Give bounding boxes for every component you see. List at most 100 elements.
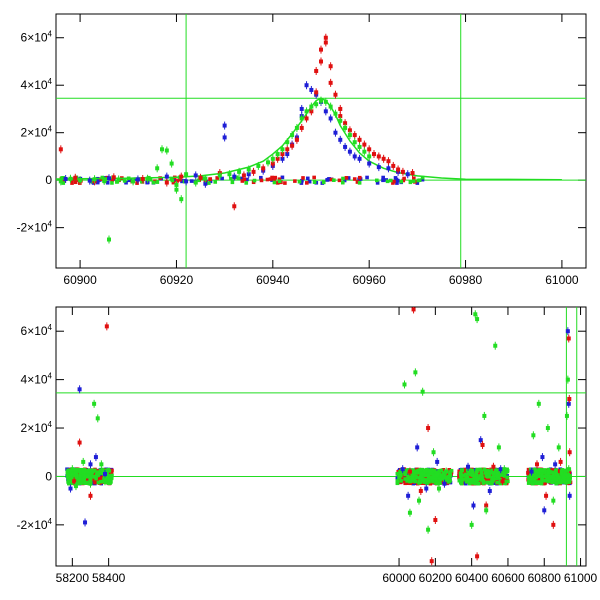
baseline-point [567, 480, 571, 484]
baseline-point [480, 476, 484, 480]
baseline-point [381, 178, 385, 183]
baseline-point [434, 479, 439, 484]
baseline-point [400, 474, 405, 478]
baseline-point [439, 473, 443, 478]
baseline-point [415, 469, 420, 474]
baseline-point [395, 471, 400, 476]
baseline-point [415, 181, 420, 185]
baseline-point [280, 175, 285, 180]
baseline-point [425, 471, 430, 476]
baseline-point [478, 467, 483, 472]
baseline-point [395, 481, 400, 485]
x-tick-label: 60980 [449, 273, 483, 287]
baseline-point [403, 472, 407, 477]
baseline-point [420, 479, 425, 483]
baseline-point [352, 177, 357, 181]
baseline-point [357, 181, 362, 185]
baseline-point [401, 178, 406, 183]
baseline-point [98, 479, 103, 484]
y-tick-label: -2×104 [17, 517, 53, 532]
baseline-point [499, 473, 504, 477]
baseline-point [133, 177, 138, 181]
baseline-point [528, 477, 533, 482]
baseline-point [61, 181, 66, 185]
baseline-point [493, 468, 498, 472]
baseline-point [110, 468, 114, 473]
baseline-point [94, 476, 98, 481]
baseline-point [61, 176, 66, 180]
baseline-point [240, 179, 245, 183]
baseline-point [562, 472, 567, 477]
baseline-point [110, 473, 114, 478]
baseline-point [148, 177, 153, 182]
y-tick-label: 4×104 [21, 77, 53, 92]
baseline-point [234, 175, 239, 180]
baseline-point [491, 470, 496, 475]
y-tick-label: 2×104 [21, 420, 53, 435]
baseline-point [375, 178, 379, 183]
baseline-point [140, 179, 144, 184]
baseline-point [476, 477, 480, 482]
x-tick-label: 61000 [545, 273, 579, 287]
baseline-point [531, 472, 536, 477]
baseline-point [424, 468, 428, 473]
baseline-point [100, 468, 105, 473]
baseline-point [403, 481, 408, 486]
baseline-point [540, 475, 544, 480]
x-tick-label: 60920 [160, 273, 194, 287]
baseline-point [178, 177, 182, 182]
baseline-point [171, 180, 176, 185]
baseline-point [410, 468, 415, 472]
y-tick-label: 6×104 [21, 323, 53, 338]
baseline-point [265, 177, 270, 182]
baseline-point [229, 176, 233, 181]
baseline-point [550, 479, 555, 484]
baseline-point [403, 477, 407, 481]
baseline-point [73, 180, 78, 185]
y-tick-label: 2×104 [21, 125, 53, 140]
baseline-point [538, 473, 543, 478]
x-tick-label: 60800 [528, 571, 562, 585]
baseline-point [441, 476, 446, 481]
baseline-point [476, 481, 481, 486]
baseline-point [106, 476, 111, 480]
baseline-point [327, 177, 331, 181]
baseline-point [329, 177, 334, 182]
baseline-point [472, 474, 477, 479]
baseline-point [423, 473, 427, 478]
baseline-point [69, 471, 74, 475]
baseline-point [542, 474, 547, 479]
baseline-point [406, 474, 410, 479]
baseline-point [466, 479, 470, 484]
baseline-point [220, 176, 224, 181]
baseline-point [502, 481, 507, 486]
baseline-point [342, 178, 347, 183]
baseline-point [418, 467, 423, 472]
baseline-point [72, 474, 76, 478]
baseline-point [344, 176, 349, 180]
baseline-point [411, 470, 416, 475]
baseline-point [529, 473, 533, 478]
baseline-point [312, 180, 317, 184]
baseline-point [442, 473, 447, 478]
baseline-point [403, 468, 408, 473]
baseline-point [101, 479, 105, 484]
baseline-point [526, 471, 530, 475]
baseline-point [448, 472, 452, 477]
baseline-point [304, 181, 309, 185]
baseline-point [83, 481, 88, 486]
baseline-point [470, 480, 474, 485]
baseline-point [478, 474, 482, 478]
baseline-point [479, 477, 484, 482]
baseline-point [539, 468, 544, 473]
baseline-point [375, 181, 380, 185]
x-tick-label: 60200 [419, 571, 453, 585]
y-tick-label: 4×104 [21, 372, 53, 387]
baseline-point [552, 474, 556, 479]
baseline-point [437, 468, 441, 473]
plot-frame [55, 306, 587, 567]
baseline-point [435, 473, 440, 477]
baseline-point [305, 176, 310, 181]
baseline-point [98, 468, 103, 472]
